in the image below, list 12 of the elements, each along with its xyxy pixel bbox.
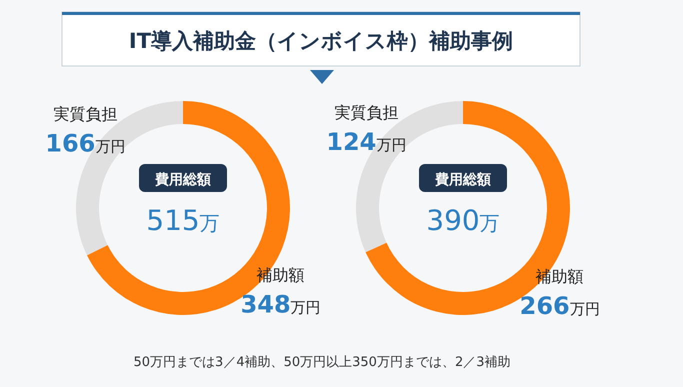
slice-label: 実質負担 bbox=[334, 102, 398, 122]
text: 50万円までは3／4補助、50万円以上350万円までは、2／3補助 bbox=[134, 355, 510, 370]
text: 費用総額 bbox=[154, 171, 211, 188]
data-label: 166万円 bbox=[45, 129, 126, 158]
text: IT導入補助金（インボイス枠）補助事例 bbox=[128, 29, 514, 53]
text: 390万 bbox=[426, 204, 500, 237]
text: 費用総額 bbox=[434, 171, 491, 188]
slice-label: 実質負担 bbox=[53, 104, 118, 124]
data-label: 124万円 bbox=[326, 128, 406, 156]
data-label: 348万円 bbox=[240, 290, 321, 319]
text: 515万 bbox=[146, 204, 220, 237]
data-label: 266万円 bbox=[520, 292, 600, 320]
